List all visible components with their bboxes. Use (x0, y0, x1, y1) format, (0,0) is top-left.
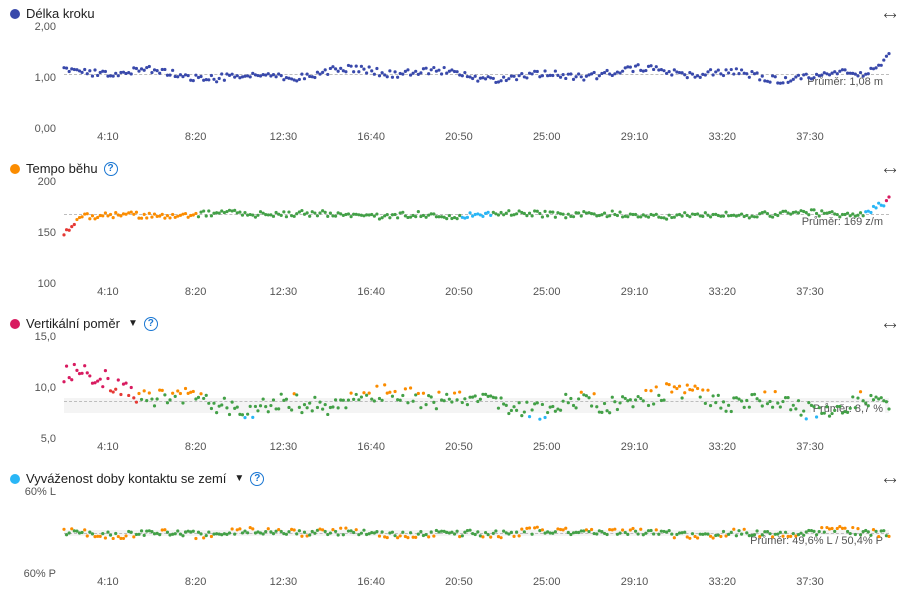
x-axis: 4:10 8:20 12:30 16:40 20:50 25:00 29:10 33:20 37… (64, 441, 889, 457)
x-tick-label: 12:30 (270, 131, 298, 143)
y-tick-label: 5,0 (41, 433, 56, 445)
x-tick-label: 20:50 (445, 576, 473, 588)
x-tick-label: 8:20 (185, 286, 206, 298)
x-tick-label: 12:30 (270, 286, 298, 298)
chart-title: Délka kroku (26, 6, 95, 21)
chart-header: Tempo běhu? (10, 161, 897, 176)
chart-title: Vertikální poměr (26, 316, 120, 331)
x-tick-label: 4:10 (97, 576, 118, 588)
data-series (64, 337, 889, 439)
plot-area[interactable]: Průměr: 1,08 m (64, 27, 889, 129)
y-tick-label: 100 (38, 278, 56, 290)
plot-area[interactable]: Průměr: 49,6% L / 50,4% P (64, 492, 889, 574)
x-tick-label: 29:10 (621, 576, 649, 588)
legend-dot-icon (10, 9, 20, 19)
x-tick-label: 16:40 (357, 441, 385, 453)
x-tick-label: 4:10 (97, 286, 118, 298)
x-tick-label: 25:00 (533, 576, 561, 588)
y-tick-label: 1,00 (35, 72, 56, 84)
y-axis: 100150200 (16, 182, 60, 284)
legend-dot-icon (10, 164, 20, 174)
help-icon[interactable]: ? (250, 472, 264, 486)
plot-area[interactable]: Průměr: 169 z/m (64, 182, 889, 284)
x-tick-label: 29:10 (621, 286, 649, 298)
chevron-down-icon[interactable]: ▼ (128, 318, 138, 329)
data-series (64, 492, 889, 574)
data-series (64, 182, 889, 284)
y-tick-label: 0,00 (35, 123, 56, 135)
y-tick-label: 10,0 (35, 382, 56, 394)
legend-dot-icon (10, 319, 20, 329)
chart-panel-stride: Délka kroku⤢0,001,002,00Průměr: 1,08 m4:… (0, 0, 907, 155)
y-axis: 5,010,015,0 (16, 337, 60, 439)
chart-header: Délka kroku (10, 6, 897, 21)
x-tick-label: 37:30 (796, 131, 824, 143)
x-tick-label: 20:50 (445, 441, 473, 453)
x-tick-label: 37:30 (796, 286, 824, 298)
x-tick-label: 25:00 (533, 131, 561, 143)
x-tick-label: 20:50 (445, 286, 473, 298)
chart-title: Tempo běhu (26, 161, 98, 176)
x-tick-label: 25:00 (533, 286, 561, 298)
data-series (64, 27, 889, 129)
y-tick-label: 2,00 (35, 21, 56, 33)
x-tick-label: 16:40 (357, 286, 385, 298)
x-tick-label: 4:10 (97, 441, 118, 453)
y-tick-label: 60% P (24, 568, 56, 580)
x-tick-label: 8:20 (185, 131, 206, 143)
y-tick-label: 15,0 (35, 331, 56, 343)
x-axis: 4:10 8:20 12:30 16:40 20:50 25:00 29:10 33:20 37… (64, 576, 889, 592)
x-tick-label: 4:10 (97, 131, 118, 143)
x-tick-label: 16:40 (357, 576, 385, 588)
x-tick-label: 33:20 (708, 286, 736, 298)
chart-panel-vratio: Vertikální poměr▼?⤢5,010,015,0Průměr: 8,… (0, 310, 907, 465)
x-tick-label: 25:00 (533, 441, 561, 453)
chart-header: Vertikální poměr ▼? (10, 316, 897, 331)
y-tick-label: 200 (38, 176, 56, 188)
chart-body: 0,001,002,00Průměr: 1,08 m 4:10 8:20 12:30 1… (16, 27, 897, 147)
x-tick-label: 33:20 (708, 576, 736, 588)
x-tick-label: 37:30 (796, 576, 824, 588)
x-tick-label: 12:30 (270, 576, 298, 588)
x-tick-label: 33:20 (708, 131, 736, 143)
chevron-down-icon[interactable]: ▼ (234, 473, 244, 484)
chart-panel-cadence: Tempo běhu?⤢100150200Průměr: 169 z/m4:10… (0, 155, 907, 310)
chart-header: Vyváženost doby kontaktu se zemí ▼? (10, 471, 897, 486)
x-tick-label: 8:20 (185, 441, 206, 453)
help-icon[interactable]: ? (104, 162, 118, 176)
chart-title: Vyváženost doby kontaktu se zemí (26, 471, 226, 486)
chart-body: 100150200Průměr: 169 z/m 4:10 8:20 12:30 16:… (16, 182, 897, 302)
y-axis: 0,001,002,00 (16, 27, 60, 129)
x-tick-label: 29:10 (621, 441, 649, 453)
legend-dot-icon (10, 474, 20, 484)
x-tick-label: 12:30 (270, 441, 298, 453)
x-tick-label: 29:10 (621, 131, 649, 143)
plot-area[interactable]: Průměr: 8,7 % (64, 337, 889, 439)
x-tick-label: 33:20 (708, 441, 736, 453)
y-axis: 60% P60% L (16, 492, 60, 574)
x-tick-label: 8:20 (185, 576, 206, 588)
chart-body: 5,010,015,0Průměr: 8,7 % 4:10 8:20 12:30 16:… (16, 337, 897, 457)
help-icon[interactable]: ? (144, 317, 158, 331)
x-tick-label: 37:30 (796, 441, 824, 453)
y-tick-label: 60% L (25, 486, 56, 498)
chart-body: 60% P60% LPrůměr: 49,6% L / 50,4% P 4:10 8… (16, 492, 897, 592)
x-tick-label: 16:40 (357, 131, 385, 143)
x-axis: 4:10 8:20 12:30 16:40 20:50 25:00 29:10 33:20 37… (64, 286, 889, 302)
y-tick-label: 150 (38, 227, 56, 239)
x-axis: 4:10 8:20 12:30 16:40 20:50 25:00 29:10 33:20 37… (64, 131, 889, 147)
chart-panel-gct: Vyváženost doby kontaktu se zemí▼?⤢60% P… (0, 465, 907, 600)
x-tick-label: 20:50 (445, 131, 473, 143)
